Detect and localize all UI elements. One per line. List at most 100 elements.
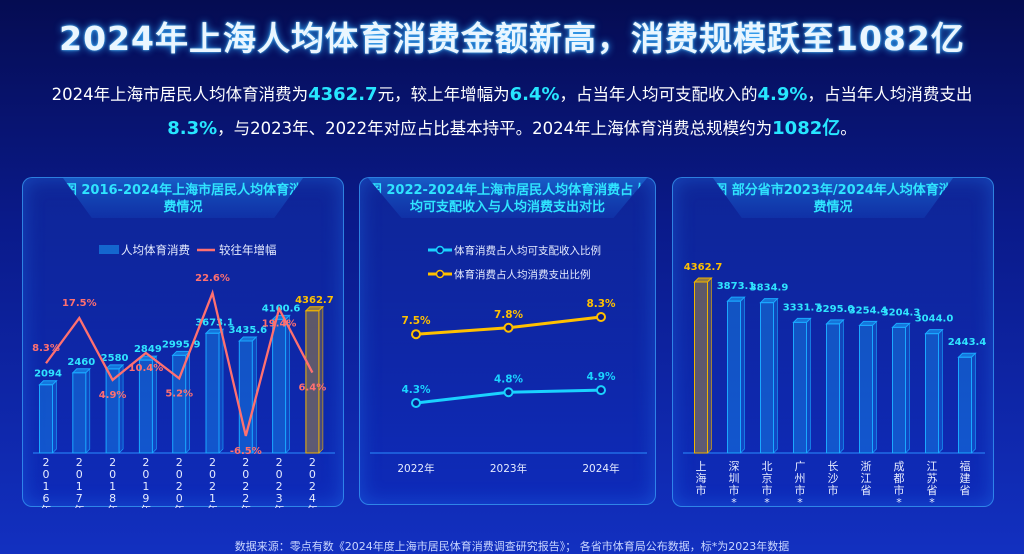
bar	[172, 354, 187, 454]
x-tick-label: 年	[307, 503, 318, 508]
bar-value-label: 2849	[134, 344, 162, 355]
line-value-label: 10.4%	[129, 363, 164, 374]
bar-value-label: 3435.6	[229, 325, 268, 336]
x-tick-label: 福	[960, 459, 971, 473]
summary-value: 4362.7	[308, 84, 378, 105]
x-tick-label: *	[797, 496, 803, 508]
line-value-label: 19.4%	[262, 319, 297, 330]
line-value-label: 6.4%	[299, 383, 327, 394]
bar	[826, 323, 840, 454]
bar	[238, 340, 253, 454]
x-tick-label: 4	[309, 492, 316, 505]
bar-side	[971, 352, 976, 454]
x-tick-label: 0	[242, 468, 249, 481]
bar	[694, 281, 708, 454]
summary-line-1: 2024年上海市居民人均体育消费为4362.7元，较上年增幅为6.4%，占当年人…	[0, 81, 1024, 105]
bar-side	[773, 297, 778, 454]
x-tick-label: 6	[43, 492, 50, 505]
bar	[859, 324, 873, 454]
x-tick-label: 8	[109, 492, 116, 505]
bar-value-label: 2443.4	[948, 337, 987, 348]
x-tick-label: 1	[142, 480, 149, 493]
x-tick-label: 长	[828, 460, 839, 473]
x-tick-label: 0	[209, 468, 216, 481]
bar-side	[252, 336, 257, 454]
x-tick-label: 上	[696, 460, 707, 473]
x-tick-label: 2024年	[582, 462, 619, 475]
bar	[138, 359, 153, 454]
bar-value-label: 3673.1	[195, 317, 234, 328]
chart-panel-ratio: 图 2022-2024年上海市居民人均体育消费占人均可支配收入与人均消费支出对比…	[359, 177, 656, 505]
legend-marker	[435, 269, 445, 279]
legend-label: 体育消费占人均可支配收入比例	[454, 244, 601, 257]
chart-title: 图 部分省市2023年/2024年人均体育消费情况	[713, 178, 953, 218]
summary-text: ，占当年人均消费支出	[807, 85, 973, 104]
x-tick-label: 都	[894, 472, 905, 485]
x-tick-label: 9	[142, 492, 149, 505]
bar-value-label: 4100.6	[262, 303, 301, 314]
data-source-note: 数据来源：零点有数《2024年度上海市居民体育消费调查研究报告》； 各省市体育局…	[234, 540, 790, 553]
bar	[727, 300, 741, 454]
bar-side	[839, 319, 844, 454]
bar-value-label: 3873.1	[717, 281, 756, 292]
summary-text: 2024年上海市居民人均体育消费为	[51, 85, 309, 104]
legend-label: 较往年增幅	[219, 243, 277, 257]
bar-side	[938, 328, 943, 454]
bar-value-label: 2580	[101, 353, 129, 364]
bar-side	[806, 317, 811, 454]
x-tick-label: 广	[795, 460, 806, 473]
x-tick-label: 年	[207, 503, 218, 508]
x-tick-label: 2	[176, 456, 183, 469]
x-tick-label: 市	[696, 483, 707, 497]
x-tick-label: 2	[76, 456, 83, 469]
bar-side	[118, 364, 124, 454]
x-tick-label: 0	[76, 468, 83, 481]
chart-panel-trend: 图 2016-2024年上海市居民人均体育消费情况 人均体育消费 较往年增幅 209…	[22, 177, 344, 508]
x-tick-label: 省	[927, 484, 938, 497]
x-tick-label: *	[731, 496, 737, 508]
summary-value: 8.3%	[167, 118, 218, 139]
x-tick-label: 海	[696, 471, 707, 485]
summary-text: ，与2023年、2022年对应占比基本持平。2024年上海体育消费总规模约为	[217, 119, 773, 138]
x-tick-label: 1	[76, 480, 83, 493]
bar	[272, 318, 287, 454]
x-tick-label: 市	[762, 483, 773, 497]
x-tick-label: 2	[242, 456, 249, 469]
x-tick-label: 年	[240, 503, 251, 508]
x-tick-label: 0	[43, 468, 50, 481]
x-tick-label: *	[896, 496, 902, 508]
summary-line-2: 8.3%，与2023年、2022年对应占比基本持平。2024年上海体育消费总规模…	[0, 114, 1024, 140]
bar-side	[52, 380, 57, 454]
data-point	[596, 312, 606, 322]
bar	[72, 372, 87, 454]
legend-marker	[435, 245, 445, 255]
line-chart: 体育消费占人均可支配收入比例 4.3% 4.8% 4.9% 体育消费占人均消费支出比例 7…	[370, 244, 647, 475]
chart-panel-provinces: 图 部分省市2023年/2024年人均体育消费情况 4362.7 上海市 3873.…	[672, 177, 994, 508]
bar-side	[152, 355, 157, 454]
data-label: 4.3%	[401, 384, 431, 396]
data-point	[503, 387, 514, 398]
x-tick-label: 年	[140, 503, 151, 508]
bar	[793, 321, 807, 454]
bar-value-label: 4362.7	[295, 295, 334, 306]
summary-text: 元，较上年增幅为	[377, 85, 510, 104]
x-tick-label: 0	[142, 468, 149, 481]
summary-value: 4.9%	[757, 84, 808, 105]
x-tick-label: 州	[795, 472, 806, 485]
bar-value-label: 3204.3	[882, 307, 921, 318]
bar-value-label: 3254.4	[849, 305, 888, 316]
x-tick-label: 年	[74, 503, 85, 508]
bar-value-label: 3044.0	[915, 314, 954, 325]
summary-text: 。	[840, 119, 857, 138]
x-tick-label: 年	[41, 503, 52, 508]
bar-value-label: 3295.0	[816, 304, 855, 315]
x-tick-label: 市	[729, 483, 740, 497]
x-tick-label: 省	[960, 484, 971, 497]
x-tick-label: 2	[176, 480, 183, 493]
bar-side	[707, 277, 712, 454]
x-tick-label: 市	[795, 483, 806, 497]
x-tick-label: 江	[927, 460, 938, 473]
x-tick-label: 2	[309, 456, 316, 469]
bar	[958, 356, 972, 454]
x-tick-label: *	[764, 496, 770, 508]
